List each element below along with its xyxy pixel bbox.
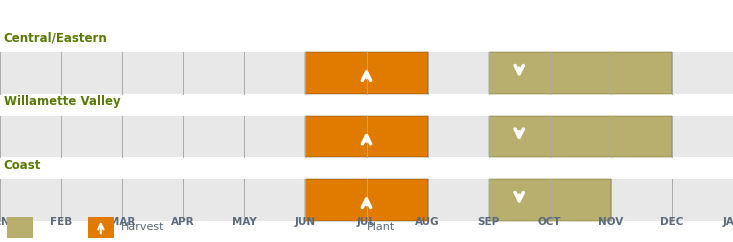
Text: Oregon Gardening Calendar for Garlic: Oregon Gardening Calendar for Garlic [7,10,331,25]
Text: Plant: Plant [366,222,395,233]
Bar [0,179,733,221]
Bar [0,52,733,94]
Bar [306,179,427,221]
Bar [489,52,672,94]
Bar [0,116,733,157]
Text: JAN: JAN [723,217,733,227]
Text: Harvest: Harvest [121,222,164,233]
Bar [7,217,33,238]
Text: JAN: JAN [0,217,10,227]
Bar [306,116,427,157]
Text: MAR: MAR [109,217,136,227]
Bar [306,52,427,94]
Text: AUG: AUG [416,217,440,227]
Text: MAY: MAY [232,217,257,227]
Text: DEC: DEC [660,217,684,227]
Text: NOV: NOV [598,217,624,227]
Text: OCT: OCT [538,217,561,227]
Text: Central/Eastern: Central/Eastern [4,32,108,45]
Text: SEP: SEP [477,217,500,227]
Text: JUN: JUN [295,217,316,227]
Text: Willamette Valley: Willamette Valley [4,95,120,108]
Text: FEB: FEB [50,217,73,227]
Bar [489,116,672,157]
Text: APR: APR [172,217,195,227]
Bar [489,179,611,221]
Bar [88,217,114,238]
Text: JUL: JUL [357,217,376,227]
Text: Coast: Coast [4,159,41,172]
